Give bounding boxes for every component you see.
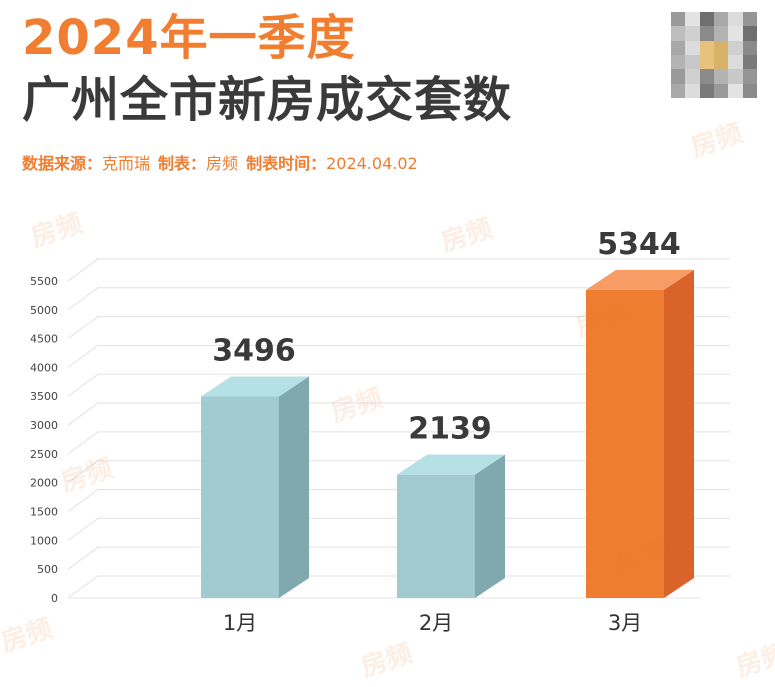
qr-cell	[671, 40, 686, 55]
y-tick-label: 5000	[30, 304, 58, 317]
bar-side	[279, 376, 309, 598]
qr-cell	[699, 26, 714, 41]
gridline	[67, 517, 730, 541]
data-label: 2139	[408, 412, 492, 447]
bar-top	[201, 376, 309, 397]
qr-cell	[728, 83, 743, 98]
meta-line: 数据来源：克而瑞 制表：房频 制表时间：2024.04.02	[22, 150, 418, 174]
time-value: 2024.04.02	[326, 154, 418, 173]
maker-value: 房频	[206, 154, 239, 173]
source-value: 克而瑞	[102, 154, 151, 173]
bar-1	[201, 376, 309, 598]
x-tick-label: 1月	[223, 611, 257, 635]
bar-side	[475, 454, 505, 598]
y-tick-label: 5500	[30, 275, 58, 288]
bar-front	[397, 474, 475, 598]
y-tick-label: 0	[51, 592, 58, 605]
qr-cell	[713, 26, 729, 41]
gridline	[67, 344, 730, 368]
gridline	[67, 373, 730, 397]
bar-side	[664, 269, 694, 598]
gridline	[67, 546, 730, 570]
qr-cell	[713, 12, 729, 27]
gridline	[67, 489, 730, 512]
qr-cell	[742, 54, 757, 70]
bars	[201, 269, 694, 598]
qr-cell	[671, 26, 686, 41]
data-labels: 3496 2139 5344	[212, 227, 681, 447]
y-tick-label: 3500	[30, 390, 58, 403]
qr-cell	[685, 54, 700, 70]
y-tick-label: 4500	[30, 333, 58, 346]
bar-front	[201, 396, 279, 598]
qr-cell	[699, 69, 714, 84]
qr-cell	[742, 26, 757, 41]
y-tick-label: 4000	[30, 361, 58, 374]
y-tick-label: 1500	[30, 506, 58, 519]
qr-cell	[671, 12, 686, 27]
time-label: 制表时间：	[246, 154, 327, 173]
qr-cell	[671, 69, 686, 84]
gridline	[67, 431, 730, 455]
qr-cell	[713, 54, 729, 70]
bar-3	[586, 269, 694, 598]
x-tick-label: 3月	[608, 611, 642, 635]
qr-cell	[728, 54, 743, 70]
bar-front	[586, 289, 664, 598]
gridline	[67, 287, 730, 311]
qr-cell	[713, 83, 729, 98]
data-label: 3496	[212, 333, 296, 368]
qr-cell	[742, 83, 757, 98]
qr-cell	[713, 40, 729, 55]
qr-cell	[742, 12, 757, 27]
qr-cell	[671, 83, 686, 98]
qr-cell	[728, 12, 743, 27]
source-label: 数据来源：	[22, 154, 103, 173]
y-tick-label: 2500	[30, 448, 58, 461]
qr-cell	[685, 69, 700, 84]
qr-cell	[671, 54, 686, 70]
y-tick-label: 2000	[30, 477, 58, 490]
qr-cell	[713, 69, 729, 84]
y-tick-label: 1000	[30, 534, 58, 547]
qr-cell	[699, 54, 714, 70]
gridline	[67, 316, 730, 339]
qr-cell	[699, 83, 714, 98]
title-year-quarter: 2024年一季度	[22, 10, 356, 66]
qr-cell	[685, 26, 700, 41]
x-axis: 1月 2月 3月	[223, 611, 642, 635]
y-tick-label: 3000	[30, 419, 58, 432]
y-axis: 0 500 1000 1500 2000 2500 3000 3500 4000 4500 5000…	[30, 275, 58, 605]
bar-2	[397, 454, 505, 598]
qr-cell	[685, 83, 700, 98]
maker-label: 制表：	[158, 154, 207, 173]
qr-code-image	[671, 12, 757, 98]
page-title: 广州全市新房成交套数	[22, 72, 513, 128]
gridline	[67, 402, 730, 426]
qr-cell	[742, 69, 757, 84]
x-tick-label: 2月	[419, 611, 453, 635]
qr-cell	[685, 12, 700, 27]
qr-cell	[728, 26, 743, 41]
bar-top	[586, 269, 694, 290]
qr-cell	[728, 40, 743, 55]
bar-top	[397, 454, 505, 475]
qr-cell	[699, 12, 714, 27]
gridline	[67, 575, 730, 599]
qr-cell	[699, 40, 714, 55]
data-label: 5344	[597, 227, 681, 262]
gridline	[67, 258, 730, 282]
qr-cell	[728, 69, 743, 84]
gridline	[67, 460, 730, 484]
qr-cell	[742, 40, 757, 55]
qr-cell	[685, 40, 700, 55]
y-tick-label: 500	[37, 563, 58, 576]
